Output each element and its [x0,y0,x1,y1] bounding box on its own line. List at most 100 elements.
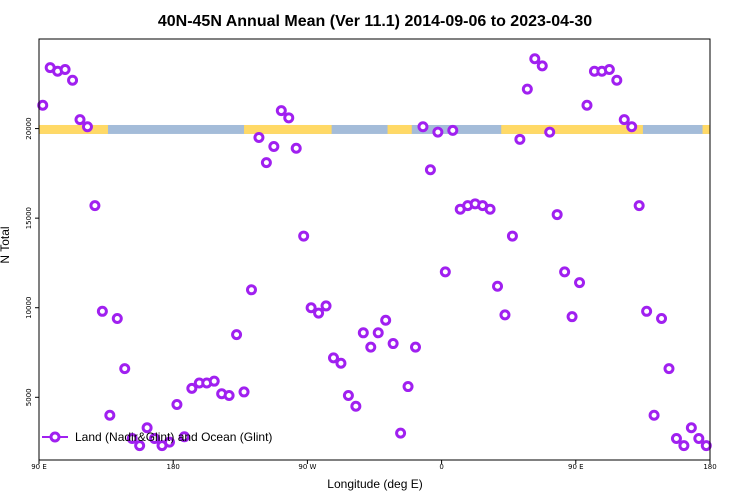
data-point [514,133,526,145]
data-point [499,309,511,321]
data-point [424,164,436,176]
data-point [245,284,257,296]
data-point [447,124,459,136]
ocean-band [39,124,710,134]
y-tick-label: 10000 [25,297,33,319]
data-point [365,341,377,353]
chart-title: 40N-45N Annual Mean (Ver 11.1) 2014-09-0… [158,13,592,30]
plot-frame [38,38,711,461]
data-point [372,327,384,339]
data-point [521,83,533,95]
data-point [574,277,586,289]
y-axis-label: N Total [0,226,12,263]
x-tick-label: 180 [167,463,180,471]
data-point [231,329,243,341]
data-point [402,381,414,393]
data-point [529,53,541,65]
data-point [253,132,265,144]
data-point [417,121,429,133]
legend-marker [49,431,61,443]
data-point [298,230,310,242]
land-band [244,124,332,134]
data-point [283,112,295,124]
data-point [178,431,190,443]
data-point [208,375,220,387]
land-band [387,124,412,134]
data-point [320,300,332,312]
data-point [410,341,422,353]
y-tick-label: 5000 [25,388,33,406]
data-point [74,114,86,126]
data-point [641,305,653,317]
data-point [626,121,638,133]
x-axis-label: Longitude (deg E) [327,477,422,491]
data-point [260,157,272,169]
x-axis-ticks: 90 E 180 90 W 0 90 E 180 [31,460,717,471]
data-point [544,126,556,138]
data-point [305,302,317,314]
data-point [37,99,49,111]
data-point [648,409,660,421]
data-point [327,352,339,364]
data-point [633,200,645,212]
data-point [506,230,518,242]
data-point [678,440,690,452]
y-tick-label: 15000 [25,207,33,229]
data-point [104,409,116,421]
legend-label: Land (Nadir&Glint) and Ocean (Glint) [75,430,272,444]
x-tick-label: 90 W [298,463,316,471]
data-point [670,433,682,445]
data-point [536,60,548,72]
data-point [566,311,578,323]
data-point [171,398,183,410]
data-point [149,433,161,445]
data-point [685,422,697,434]
data-point [335,357,347,369]
data-point [387,338,399,350]
data-point [126,433,138,445]
land-band [702,124,710,134]
data-point [163,436,175,448]
data-point [663,363,675,375]
data-point [290,142,302,154]
data-point [81,121,93,133]
data-point [59,63,71,75]
data-point [559,266,571,278]
data-point [380,314,392,326]
data-point [484,203,496,215]
data-point [223,390,235,402]
data-point [342,390,354,402]
land-band [39,124,108,134]
x-tick-label: 90 E [31,463,47,471]
y-tick-label: 20000 [25,117,33,139]
x-tick-label: 90 E [568,463,584,471]
x-tick-label: 0 [439,463,443,471]
data-point [238,386,250,398]
data-point [700,440,712,452]
data-point [656,312,668,324]
data-point [134,440,146,452]
data-point [186,382,198,394]
land-ocean-strip [39,124,710,134]
legend: Land (Nadir&Glint) and Ocean (Glint) [42,430,272,444]
data-point [551,209,563,221]
data-point [111,312,123,324]
data-point [581,99,593,111]
data-point [268,140,280,152]
data-point [693,433,705,445]
data-point [350,400,362,412]
data-point [89,200,101,212]
data-point [432,126,444,138]
data-point [119,363,131,375]
land-band [501,124,643,134]
data-point [603,63,615,75]
data-point [67,74,79,86]
x-tick-label: 180 [703,463,716,471]
data-point [618,114,630,126]
data-points [37,53,712,452]
data-point [141,422,153,434]
data-point [275,105,287,117]
y-axis-ticks: 5000 10000 15000 20000 [25,117,39,406]
data-point [395,427,407,439]
